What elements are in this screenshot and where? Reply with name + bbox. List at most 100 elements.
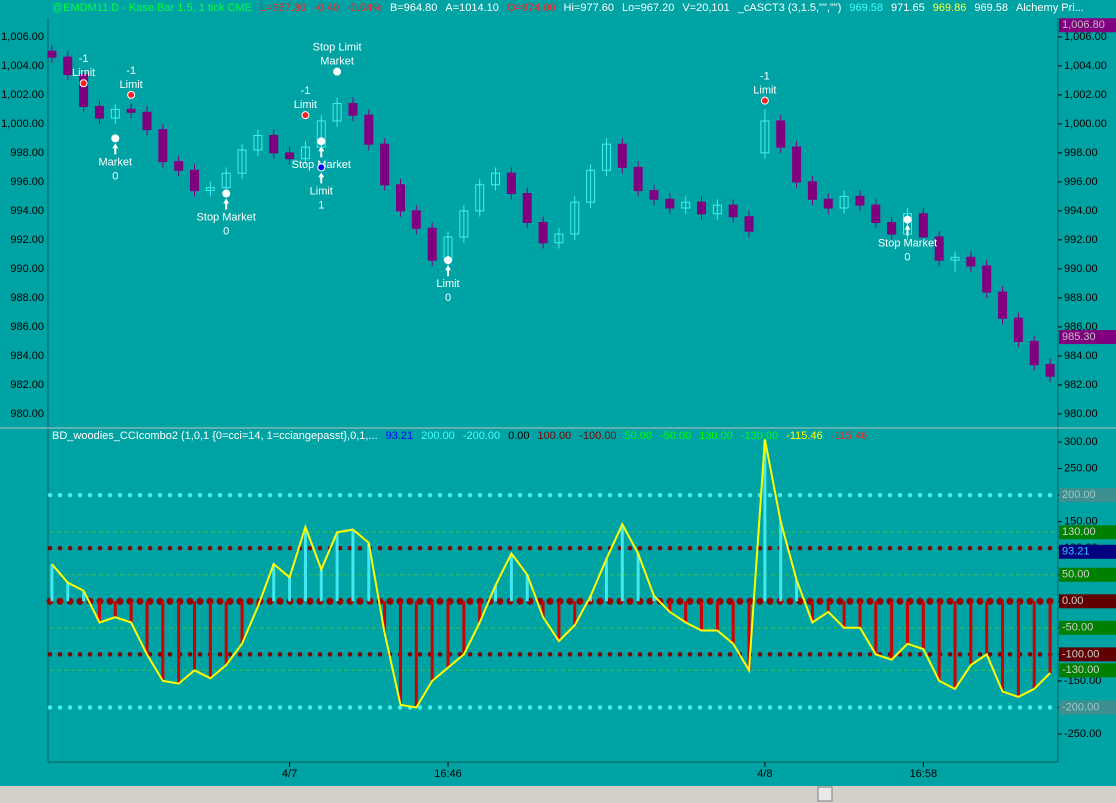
y-tick-label: 1,000.00 <box>1 118 44 130</box>
header-item: 50.00 <box>625 430 653 442</box>
y-tick-label: -250.00 <box>1064 728 1101 740</box>
cci-line <box>51 439 1051 709</box>
scrollbar[interactable] <box>0 786 1116 803</box>
value-badge <box>1059 525 1116 540</box>
order-marker <box>760 96 769 105</box>
y-tick-label: 1,004.00 <box>1 60 44 72</box>
y-tick-label: 1,006.00 <box>1064 31 1107 43</box>
header-item: BD_woodies_CCIcombo2 (1,0,1 {0=cci=14, 1… <box>52 430 378 442</box>
candle-body <box>142 111 152 131</box>
y-tick-label: 992.00 <box>10 234 44 246</box>
scrollbar-thumb[interactable] <box>817 786 833 802</box>
value-badge <box>1059 700 1116 715</box>
y-tick-label: 988.00 <box>10 292 44 304</box>
value-badge <box>1059 544 1116 559</box>
x-tick-label: 4/7 <box>282 768 297 780</box>
candle-body <box>63 56 73 76</box>
y-tick-label: 300.00 <box>1064 436 1098 448</box>
value-badge <box>1059 18 1116 33</box>
y-tick-label: 984.00 <box>1064 350 1098 362</box>
y-tick-label: 994.00 <box>1064 205 1098 217</box>
y-tick-label: 1,002.00 <box>1064 89 1107 101</box>
y-tick-label: 980.00 <box>1064 408 1098 420</box>
y-tick-label: 998.00 <box>10 147 44 159</box>
candle-body <box>633 166 643 192</box>
candle-body <box>697 201 707 215</box>
header-item: A=1014.10 <box>445 2 499 14</box>
candle-body <box>744 216 754 232</box>
header-item: O=974.00 <box>507 2 556 14</box>
order-arrow <box>445 265 452 277</box>
order-label: Limit <box>436 278 459 290</box>
y-tick-label: 990.00 <box>10 263 44 275</box>
candle-body <box>47 50 57 58</box>
y-tick-label: 996.00 <box>1064 176 1098 188</box>
header-item: 969.58 <box>849 2 883 14</box>
candle-body <box>126 108 136 113</box>
value-badge <box>1059 488 1116 503</box>
candle-body <box>205 187 215 192</box>
candle-body <box>601 143 611 171</box>
header-item: L=967.30 <box>260 2 306 14</box>
header-item: 969.58 <box>974 2 1008 14</box>
candle-body <box>712 204 722 215</box>
x-tick-label: 16:58 <box>910 768 938 780</box>
order-marker <box>127 90 136 99</box>
candle-body <box>300 146 310 160</box>
order-arrow <box>318 172 325 184</box>
y-tick-label: 984.00 <box>10 350 44 362</box>
order-marker <box>317 163 326 172</box>
candle-body <box>364 114 374 145</box>
badge-label: 200.00 <box>1062 489 1096 501</box>
order-marker <box>222 189 231 198</box>
header-item: Lo=967.20 <box>622 2 674 14</box>
candle-body <box>681 201 691 209</box>
badge-label: 130.00 <box>1062 526 1096 538</box>
order-label: Market <box>320 56 354 68</box>
order-label: Limit <box>753 85 776 97</box>
candle-body <box>586 169 596 203</box>
candle-body <box>887 221 897 235</box>
order-arrow <box>112 143 119 155</box>
header-item: Hi=977.60 <box>564 2 614 14</box>
candle-body <box>190 169 200 192</box>
header-item: 0.00 <box>508 430 529 442</box>
header-item: 93.21 <box>386 430 414 442</box>
y-tick-label: 980.00 <box>10 408 44 420</box>
candle-body <box>79 74 89 107</box>
order-arrow <box>223 198 230 210</box>
y-tick-label: 986.00 <box>10 321 44 333</box>
candle-body <box>823 198 833 209</box>
candle-body <box>427 227 437 261</box>
candle-body <box>807 181 817 200</box>
candle-body <box>839 195 849 209</box>
candle-body <box>998 291 1008 319</box>
order-label: 0 <box>904 251 910 263</box>
order-marker <box>333 67 342 76</box>
badge-label: 1,006.80 <box>1062 19 1105 31</box>
y-tick-label: 998.00 <box>1064 147 1098 159</box>
y-tick-label: 990.00 <box>1064 263 1098 275</box>
header-item: 100.00 <box>538 430 572 442</box>
order-label: Stop Market <box>197 211 256 223</box>
y-tick-label: 986.00 <box>1064 321 1098 333</box>
candle-body <box>269 134 279 154</box>
candle-body <box>174 161 184 171</box>
candle-body <box>1013 317 1023 342</box>
order-marker <box>444 256 453 265</box>
badge-label: 985.30 <box>1062 331 1096 343</box>
candle-body <box>855 195 865 206</box>
candle-body <box>332 103 342 122</box>
header-item: -0.04% <box>347 2 382 14</box>
header-item: 969.86 <box>933 2 967 14</box>
order-label: Market <box>98 156 132 168</box>
candle-body <box>617 143 627 168</box>
value-badge <box>1059 594 1116 609</box>
header-item: 971.65 <box>891 2 925 14</box>
y-tick-label: 982.00 <box>10 379 44 391</box>
candle-body <box>649 190 659 200</box>
order-marker <box>79 79 88 88</box>
